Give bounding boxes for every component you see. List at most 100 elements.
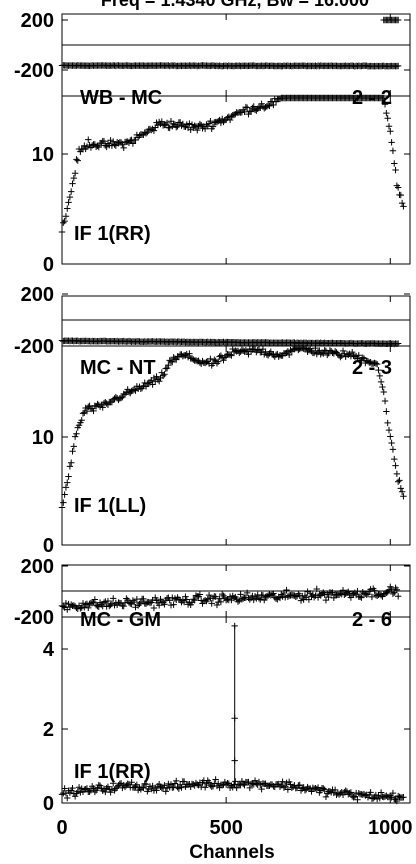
amplitude-point: [284, 786, 292, 793]
amplitude-point: [162, 788, 169, 795]
amplitude-point: [394, 478, 402, 485]
amplitude-point: [354, 796, 361, 803]
amplitude-point: [282, 783, 289, 790]
amplitude-point: [393, 797, 401, 805]
phase-point: [301, 592, 309, 599]
phase-point: [81, 604, 88, 611]
amplitude-point: [232, 778, 239, 785]
phase-point: [261, 596, 268, 604]
amplitude-point: [171, 780, 179, 787]
amplitude-point: [391, 455, 398, 463]
amplitude-point: [90, 407, 97, 415]
phase-point: [161, 601, 168, 608]
amplitude-points: [58, 94, 407, 236]
phase-point: [82, 601, 89, 608]
amplitude-point: [62, 213, 70, 220]
amplitude-point: [142, 383, 150, 390]
amplitude-point: [387, 433, 394, 440]
amplitude-point: [100, 138, 108, 145]
amplitude-point: [74, 157, 81, 164]
phase-point: [393, 586, 401, 593]
amplitude-point: [120, 144, 127, 152]
phase-point: [182, 593, 189, 600]
phase-point: [234, 598, 242, 605]
amplitude-point: [69, 784, 76, 792]
phase-point: [183, 596, 190, 603]
amplitude-point: [58, 504, 66, 511]
if-label: IF 1(RR): [74, 761, 151, 783]
amplitude-point: [207, 117, 214, 125]
chart-panels: 200 -200 10 0 WB - MC 2 - 2 IF 1(RR) 200 -200 10 0…: [14, 10, 411, 815]
amplitude-point: [347, 789, 355, 796]
chart-panel-2: 200 -200 10 0 MC - NT 2 - 3 IF 1(LL): [14, 284, 411, 557]
amplitude-point: [110, 780, 117, 787]
phase-point: [345, 588, 352, 596]
phase-point: [354, 588, 361, 595]
baseline-number: 2 - 6: [352, 609, 392, 631]
amplitude-point: [387, 128, 394, 135]
amplitude-point: [226, 116, 234, 124]
amplitude-point: [169, 358, 176, 366]
amplitude-point: [398, 488, 406, 496]
phase-point: [243, 589, 251, 597]
x-tick-label: 500: [209, 817, 242, 839]
amplitude-point: [255, 778, 263, 786]
amplitude-point: [312, 344, 319, 352]
phase-point: [347, 594, 355, 601]
amplitude-point: [251, 777, 259, 784]
phase-point: [394, 16, 402, 24]
amplitude-point: [207, 355, 214, 363]
amplitude-point: [83, 407, 91, 415]
amplitude-point: [96, 782, 104, 789]
amplitude-point: [397, 191, 405, 199]
phase-point: [152, 594, 159, 601]
amplitude-point: [380, 388, 387, 396]
amplitude-point: [71, 433, 79, 440]
phase-point: [91, 596, 99, 603]
amplitude-point: [379, 383, 386, 391]
amplitude-point: [388, 439, 395, 447]
phase-point: [283, 586, 290, 594]
amplitude-point: [398, 199, 406, 207]
amplitude-point: [144, 128, 151, 136]
phase-point: [110, 595, 117, 602]
phase-tick-label: 200: [21, 10, 54, 32]
amplitude-point: [375, 366, 382, 374]
amplitude-point: [155, 378, 163, 385]
phase-point: [356, 593, 364, 600]
phase-point: [358, 594, 365, 601]
amplitude-point: [285, 351, 293, 359]
chart-panel-3: 200 -200 4 2 0 MC - GM 2 - 6 IF 1(RR): [14, 556, 411, 815]
amplitude-point: [385, 426, 393, 434]
amplitude-point: [129, 140, 137, 147]
amplitude-point: [158, 118, 166, 125]
if-label: IF 1(RR): [74, 223, 151, 245]
amplitude-point: [150, 127, 158, 134]
phase-point: [216, 595, 223, 602]
amplitude-point: [73, 430, 80, 437]
phase-point: [85, 604, 92, 612]
amplitude-point: [388, 139, 395, 146]
phase-point: [237, 591, 244, 598]
amplitude-point: [384, 114, 391, 122]
baseline-label: WB - MC: [80, 87, 162, 109]
amplitude-frame: [61, 345, 411, 546]
amplitude-point: [233, 784, 240, 792]
amplitude-tick-label: 10: [32, 427, 54, 449]
amplitude-point: [242, 103, 250, 111]
amplitude-point: [389, 789, 397, 797]
amplitude-point: [110, 138, 117, 145]
amplitude-point: [392, 166, 399, 174]
amplitude-point: [159, 372, 167, 379]
amplitude-point: [64, 205, 71, 212]
phase-point: [205, 591, 213, 599]
amplitude-point: [71, 170, 79, 177]
amplitude-point: [165, 361, 172, 369]
amplitude-point: [383, 109, 390, 117]
amplitude-point: [196, 120, 204, 128]
amplitude-point: [384, 419, 391, 427]
amplitude-point: [142, 781, 150, 788]
amplitude-point: [385, 123, 393, 130]
phase-point: [140, 595, 147, 603]
amplitude-point: [60, 499, 67, 506]
